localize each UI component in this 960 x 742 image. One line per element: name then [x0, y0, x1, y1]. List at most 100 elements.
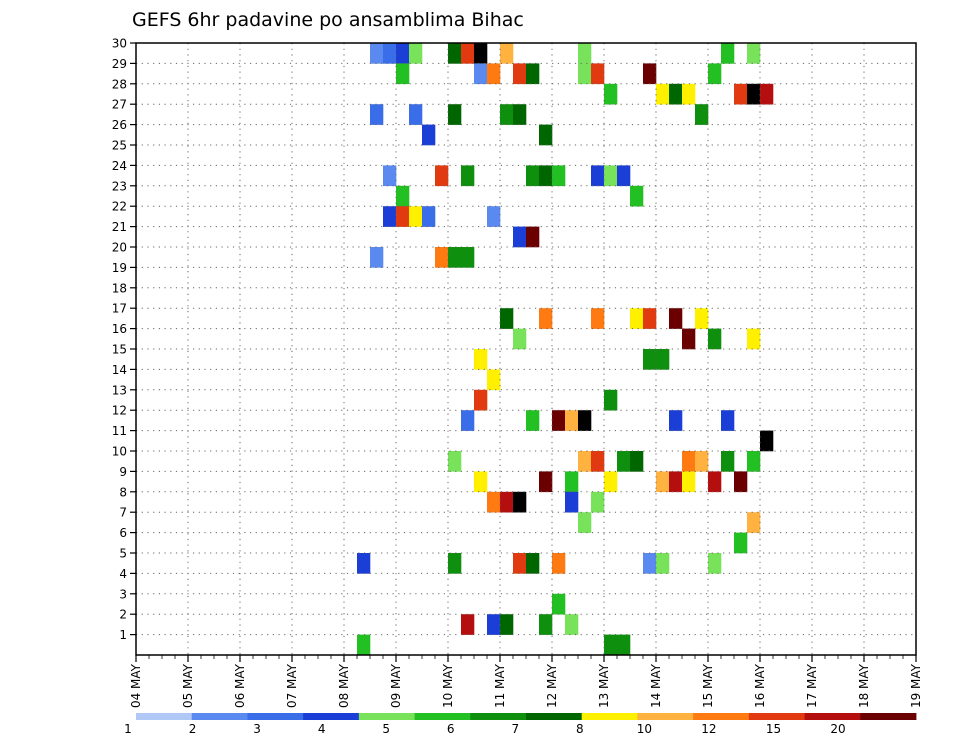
colorbar-label: 20 — [830, 722, 845, 736]
heatmap-cell — [643, 349, 657, 370]
x-tick-label: 05 MAY — [181, 663, 195, 708]
heatmap-cell — [695, 308, 709, 329]
y-tick-label: 28 — [112, 77, 127, 91]
heatmap-cell — [617, 634, 631, 656]
y-tick-label: 11 — [112, 424, 127, 438]
colorbar-segment — [581, 713, 638, 720]
y-tick-label: 29 — [112, 57, 127, 71]
heatmap-cell — [747, 43, 761, 64]
colorbar-segment — [637, 713, 694, 720]
heatmap-cell — [396, 185, 410, 207]
colorbar-segment — [470, 713, 527, 720]
heatmap-cell — [552, 165, 566, 187]
y-tick-label: 30 — [112, 37, 127, 51]
x-tick-label: 18 MAY — [857, 663, 871, 708]
heatmap-cell — [695, 451, 709, 472]
heatmap-cell — [526, 553, 540, 574]
heatmap-cell — [682, 328, 696, 350]
heatmap-cell — [565, 471, 579, 493]
y-tick-label: 22 — [112, 200, 127, 214]
heatmap-cell — [643, 308, 657, 329]
heatmap-cell — [357, 553, 371, 574]
heatmap-cell — [604, 165, 618, 187]
colorbar-label: 7 — [511, 722, 519, 736]
heatmap-cell — [435, 247, 449, 268]
colorbar-segment — [247, 713, 304, 720]
heatmap-cell — [656, 83, 670, 105]
heatmap-cell — [396, 43, 410, 64]
heatmap-cell — [721, 43, 735, 64]
y-tick-label: 26 — [112, 118, 127, 132]
y-tick-label: 14 — [112, 363, 127, 377]
colorbar-segment — [136, 713, 193, 720]
colorbar-segment — [303, 713, 360, 720]
heatmap-cell — [630, 451, 644, 472]
x-tick-label: 11 MAY — [493, 663, 507, 708]
y-tick-label: 16 — [112, 322, 127, 336]
heatmap-cell — [474, 349, 488, 370]
y-tick-label: 2 — [119, 608, 127, 622]
heatmap-cell — [669, 471, 683, 493]
heatmap-cell — [539, 165, 553, 187]
heatmap-cell — [396, 206, 410, 227]
colorbar-label: 12 — [701, 722, 716, 736]
y-tick-label: 24 — [112, 159, 127, 173]
y-tick-label: 10 — [112, 445, 127, 459]
heatmap-cell — [721, 410, 735, 431]
x-tick-label: 17 MAY — [805, 663, 819, 708]
y-tick-label: 17 — [112, 302, 127, 316]
heatmap-cell — [526, 226, 540, 248]
heatmap-cell — [448, 553, 462, 574]
heatmap-cell — [604, 471, 618, 493]
heatmap-cell — [500, 614, 514, 635]
colorbar-label: 5 — [382, 722, 390, 736]
heatmap-cell — [630, 308, 644, 329]
heatmap-cell — [474, 63, 488, 85]
heatmap-cell — [461, 410, 475, 431]
y-tick-label: 9 — [119, 465, 127, 479]
heatmap-cell — [682, 471, 696, 493]
heatmap-cell — [422, 206, 436, 227]
y-tick-label: 3 — [119, 587, 127, 601]
heatmap-cell — [682, 451, 696, 472]
heatmap-cell — [578, 512, 592, 533]
heatmap-cell — [370, 247, 384, 268]
heatmap-cell — [370, 43, 384, 64]
heatmap-cell — [539, 308, 553, 329]
heatmap-cell — [604, 83, 618, 105]
y-tick-label: 23 — [112, 179, 127, 193]
heatmap-cell — [708, 328, 722, 350]
heatmap-cell — [513, 491, 527, 513]
colorbar-label: 3 — [253, 722, 261, 736]
heatmap-cell — [708, 553, 722, 574]
heatmap-cell — [682, 83, 696, 105]
colorbar-segment — [414, 713, 471, 720]
heatmap-cell — [409, 104, 423, 125]
heatmap-cell — [474, 389, 488, 411]
colorbar-segment — [748, 713, 805, 720]
colorbar-segment — [358, 713, 415, 720]
heatmap-cell — [591, 451, 605, 472]
heatmap-cell — [617, 165, 631, 187]
x-tick-label: 12 MAY — [545, 663, 559, 708]
colorbar-label: 4 — [318, 722, 326, 736]
x-tick-label: 07 MAY — [285, 663, 299, 708]
chart-title: GEFS 6hr padavine po ansamblima Bihac — [132, 9, 524, 31]
heatmap-cell — [422, 124, 436, 146]
heatmap-cell — [435, 165, 449, 187]
y-tick-label: 8 — [119, 485, 127, 499]
heatmap-cell — [734, 83, 748, 105]
colorbar-label: 1 — [124, 722, 132, 736]
y-tick-label: 12 — [112, 404, 127, 418]
heatmap-cell — [552, 553, 566, 574]
y-tick-label: 15 — [112, 343, 127, 357]
x-tick-label: 10 MAY — [441, 663, 455, 708]
heatmap-cell — [695, 104, 709, 125]
y-tick-label: 20 — [112, 241, 127, 255]
heatmap-cell — [578, 43, 592, 64]
heatmap-cell — [578, 63, 592, 85]
heatmap-cell — [539, 471, 553, 493]
heatmap-cell — [643, 63, 657, 85]
heatmap-cell — [487, 614, 501, 635]
heatmap-cell — [578, 451, 592, 472]
